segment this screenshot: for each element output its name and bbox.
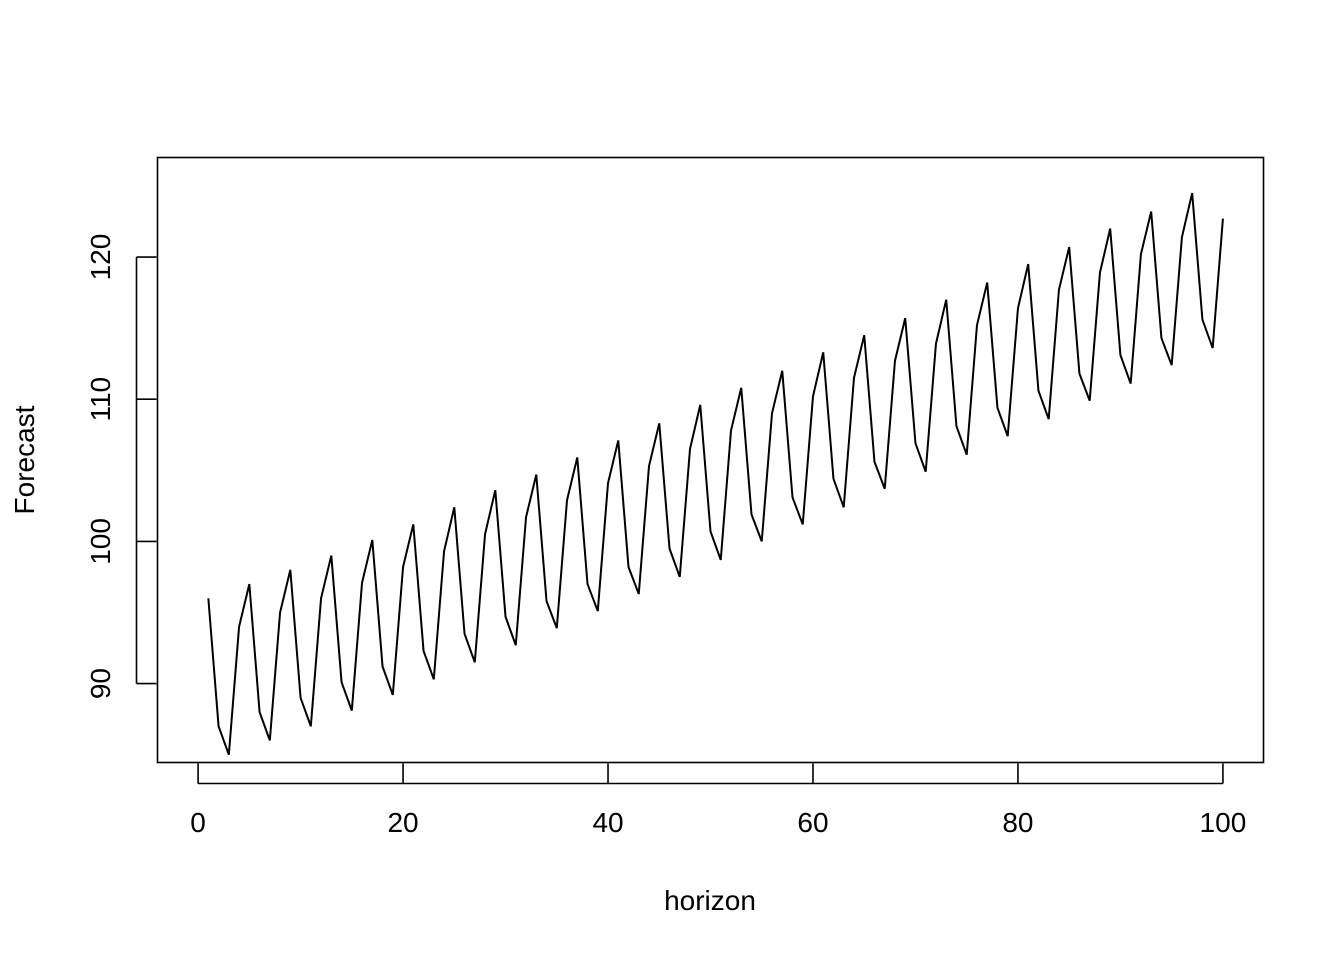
- x-tick-label: 100: [1200, 807, 1247, 838]
- plot-frame: [156, 156, 1265, 764]
- series-layer: [207, 192, 1224, 756]
- y-axis: 90 100 110 120: [85, 234, 157, 699]
- y-tick-label: 90: [85, 668, 116, 699]
- y-tick-label: 120: [85, 234, 116, 281]
- x-tick-label: 0: [190, 807, 206, 838]
- x-axis: 0 20 40 60 80 100: [190, 763, 1247, 838]
- y-tick-label: 110: [85, 377, 116, 422]
- x-tick-label: 40: [592, 807, 623, 838]
- y-axis-label: Forecast: [9, 405, 40, 514]
- x-tick-label: 60: [797, 807, 828, 838]
- forecast-line: [207, 192, 1224, 756]
- x-tick-label: 80: [1002, 807, 1033, 838]
- y-tick-label: 100: [85, 518, 116, 565]
- x-axis-label: horizon: [664, 885, 756, 916]
- x-tick-label: 20: [387, 807, 418, 838]
